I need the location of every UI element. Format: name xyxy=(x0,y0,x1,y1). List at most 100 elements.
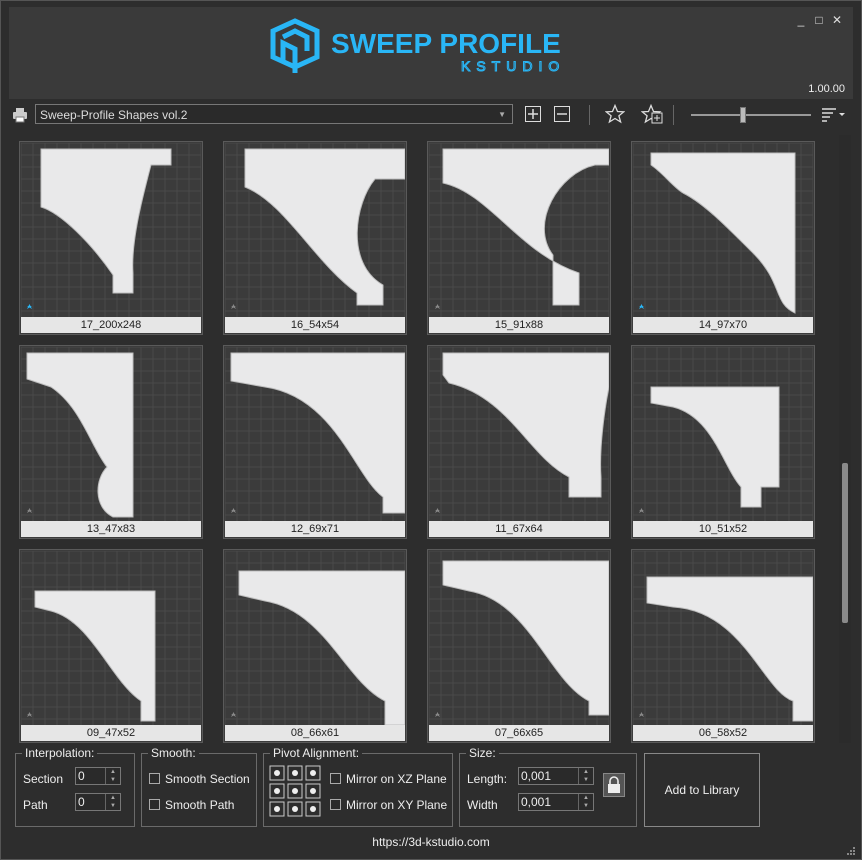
interpolation-group: Interpolation: xyxy=(15,746,135,827)
spinner-arrows-icon[interactable]: ▲ ▼ xyxy=(578,768,593,784)
mirror-xz-checkbox[interactable] xyxy=(330,773,341,784)
path-value: 0 xyxy=(78,795,85,809)
smooth-group: Smooth: xyxy=(141,746,257,827)
shape-label: 17_200x248 xyxy=(21,317,201,333)
shape-card[interactable]: 07_66x65 xyxy=(427,549,611,743)
length-input[interactable]: 0,001 ▲ ▼ xyxy=(518,767,594,785)
maximize-icon[interactable]: □ xyxy=(815,13,823,27)
add-to-library-button[interactable]: Add to Library xyxy=(644,753,760,827)
favorite-star-icon xyxy=(435,712,440,717)
shape-thumbnail xyxy=(21,551,201,725)
star-add-icon[interactable] xyxy=(641,104,663,124)
toolbar: Sweep-Profile Shapes vol.2 ▼ xyxy=(9,101,853,129)
thumbnail-size-slider-handle[interactable] xyxy=(740,107,746,123)
shape-label: 13_47x83 xyxy=(21,521,201,537)
mirror-xy-label: Mirror on XY Plane xyxy=(346,798,448,812)
footer-link[interactable]: https://3d-kstudio.com xyxy=(1,835,861,849)
width-input[interactable]: 0,001 ▲ ▼ xyxy=(518,793,594,811)
section-label: Section xyxy=(23,772,64,786)
pivot-alignment-grid[interactable] xyxy=(269,765,321,817)
shape-thumbnail xyxy=(429,551,609,725)
shape-thumbnail xyxy=(633,347,813,521)
header-banner: _ □ ✕ SWEEP PROFILE KSTUDIO 1.00.00 xyxy=(9,7,853,99)
shape-thumbnail xyxy=(225,347,405,521)
shape-card[interactable]: 15_91x88 xyxy=(427,141,611,335)
favorite-star-icon xyxy=(435,508,440,513)
lock-icon xyxy=(608,776,620,793)
add-to-library-label: Add to Library xyxy=(664,783,740,797)
shape-label: 07_66x65 xyxy=(429,725,609,741)
shape-grid: 17_200x248 16_54x54 15_91x88 14_97x70 xyxy=(11,131,837,743)
resize-grip-icon[interactable] xyxy=(845,845,855,855)
favorite-star-icon xyxy=(231,304,236,309)
shape-card[interactable]: 14_97x70 xyxy=(631,141,815,335)
shape-thumbnail xyxy=(225,551,405,725)
section-spinner[interactable]: 0 ▲ ▼ xyxy=(75,767,121,785)
pivot-alignment-group: Pivot Alignment: xyxy=(263,746,453,827)
window-controls: _ □ ✕ xyxy=(795,13,843,27)
vertical-scrollbar[interactable] xyxy=(839,135,851,743)
shape-card[interactable]: 09_47x52 xyxy=(19,549,203,743)
shape-card[interactable]: 10_51x52 xyxy=(631,345,815,539)
shape-card[interactable]: 08_66x61 xyxy=(223,549,407,743)
favorite-star-icon xyxy=(231,712,236,717)
shape-card[interactable]: 06_58x52 xyxy=(631,549,815,743)
smooth-section-checkbox[interactable] xyxy=(149,773,160,784)
shape-thumbnail xyxy=(21,347,201,521)
favorite-star-icon xyxy=(27,508,32,513)
shape-thumbnail xyxy=(633,143,813,317)
star-icon[interactable] xyxy=(605,104,625,124)
scrollbar-thumb[interactable] xyxy=(842,463,848,623)
smooth-title: Smooth: xyxy=(148,746,199,760)
shape-label: 14_97x70 xyxy=(633,317,813,333)
close-icon[interactable]: ✕ xyxy=(831,13,843,27)
app-logo: SWEEP PROFILE KSTUDIO xyxy=(270,18,565,75)
shape-thumbnail xyxy=(633,551,813,725)
spinner-arrows-icon[interactable]: ▲ ▼ xyxy=(578,794,593,810)
mirror-xy-checkbox[interactable] xyxy=(330,799,341,810)
path-spinner[interactable]: 0 ▲ ▼ xyxy=(75,793,121,811)
shape-label: 06_58x52 xyxy=(633,725,813,741)
shape-label: 08_66x61 xyxy=(225,725,405,741)
shape-card[interactable]: 11_67x64 xyxy=(427,345,611,539)
interpolation-title: Interpolation: xyxy=(22,746,98,760)
length-label: Length: xyxy=(467,772,508,786)
shape-label: 16_54x54 xyxy=(225,317,405,333)
favorite-star-icon xyxy=(435,304,440,309)
smooth-path-label: Smooth Path xyxy=(165,798,235,812)
spinner-arrows-icon[interactable]: ▲ ▼ xyxy=(105,794,120,810)
favorite-star-icon xyxy=(639,304,644,309)
add-icon[interactable] xyxy=(524,105,542,123)
shape-card[interactable]: 12_69x71 xyxy=(223,345,407,539)
library-select[interactable]: Sweep-Profile Shapes vol.2 ▼ xyxy=(35,104,513,124)
shape-label: 11_67x64 xyxy=(429,521,609,537)
sort-menu-icon[interactable] xyxy=(821,107,845,123)
shape-thumbnail xyxy=(225,143,405,317)
smooth-path-checkbox[interactable] xyxy=(149,799,160,810)
version-label: 1.00.00 xyxy=(808,83,845,95)
shape-label: 12_69x71 xyxy=(225,521,405,537)
spinner-arrows-icon[interactable]: ▲ ▼ xyxy=(105,768,120,784)
width-value: 0,001 xyxy=(521,795,552,809)
thumbnail-size-slider[interactable] xyxy=(691,114,811,116)
app-subtitle: KSTUDIO xyxy=(461,58,565,74)
section-value: 0 xyxy=(78,769,85,783)
shape-thumbnail xyxy=(429,143,609,317)
minimize-icon[interactable]: _ xyxy=(797,13,805,27)
website-url[interactable]: https://3d-kstudio.com xyxy=(372,835,490,849)
shape-label: 10_51x52 xyxy=(633,521,813,537)
chevron-down-icon: ▼ xyxy=(498,110,506,119)
app-title: SWEEP PROFILE xyxy=(331,28,561,59)
shape-label: 09_47x52 xyxy=(21,725,201,741)
remove-icon[interactable] xyxy=(553,105,571,123)
favorite-star-icon xyxy=(27,712,32,717)
size-group: Size: xyxy=(459,746,637,827)
shape-card[interactable]: 16_54x54 xyxy=(223,141,407,335)
shape-card[interactable]: 17_200x248 xyxy=(19,141,203,335)
shape-card[interactable]: 13_47x83 xyxy=(19,345,203,539)
lock-aspect-button[interactable] xyxy=(603,773,625,797)
printer-icon[interactable] xyxy=(12,107,28,123)
mirror-xz-label: Mirror on XZ Plane xyxy=(346,772,447,786)
favorite-star-icon xyxy=(639,712,644,717)
